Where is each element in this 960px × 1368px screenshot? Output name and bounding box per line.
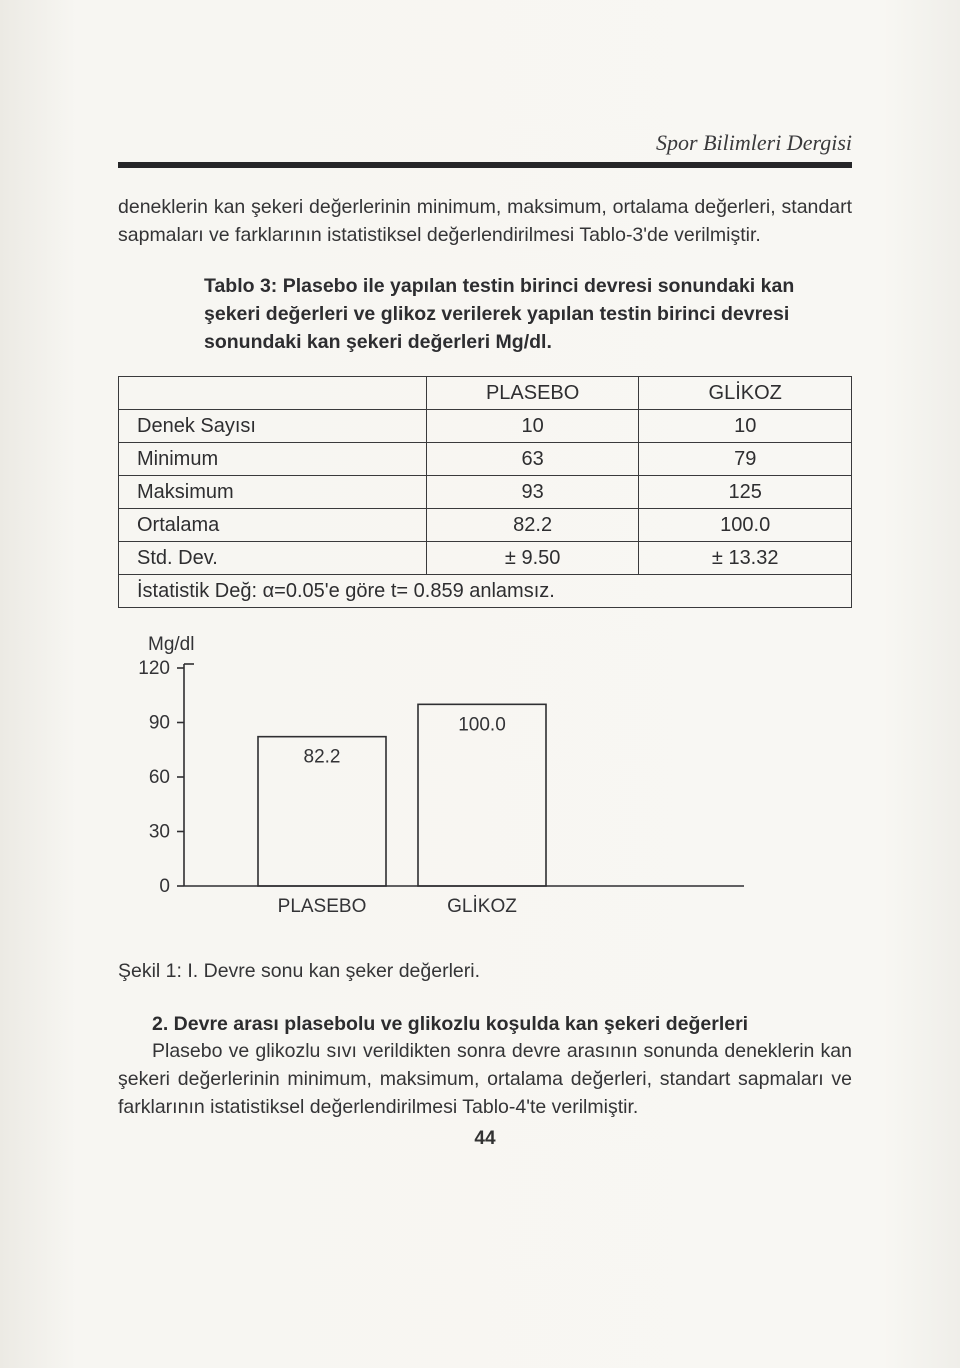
svg-text:30: 30 [149, 822, 170, 843]
intro-paragraph: deneklerin kan şekeri değerlerinin minim… [118, 194, 852, 249]
bar-chart: 0 30 60 90 120 82.2 PLASEBO 100.0 GLİKOZ [118, 658, 798, 930]
section2-body: Plasebo ve glikozlu sıvı verildikten son… [118, 1038, 852, 1121]
table-header-row: PLASEBO GLİKOZ [119, 377, 852, 410]
table-row: Maksimum 93 125 [119, 476, 852, 509]
cell: ± 13.32 [639, 542, 852, 575]
svg-text:60: 60 [149, 767, 170, 788]
row-label: Maksimum [119, 476, 427, 509]
cell: 93 [426, 476, 639, 509]
svg-text:PLASEBO: PLASEBO [278, 896, 367, 917]
row-label: Minimum [119, 443, 427, 476]
row-label: Std. Dev. [119, 542, 427, 575]
cell: 63 [426, 443, 639, 476]
svg-text:GLİKOZ: GLİKOZ [447, 896, 517, 917]
cell: 125 [639, 476, 852, 509]
table-header-glikoz: GLİKOZ [639, 377, 852, 410]
header-rule [118, 162, 852, 168]
chart-ylabel: Mg/dl [148, 634, 852, 656]
cell: 100.0 [639, 509, 852, 542]
table3-caption: Tablo 3: Plasebo ile yapılan testin biri… [118, 273, 852, 356]
svg-text:0: 0 [159, 876, 170, 897]
table-row: Std. Dev. ± 9.50 ± 13.32 [119, 542, 852, 575]
table3: PLASEBO GLİKOZ Denek Sayısı 10 10 Minimu… [118, 376, 852, 608]
table-header-blank [119, 377, 427, 410]
table-footnote-row: İstatistik Değ: α=0.05'e göre t= 0.859 a… [119, 575, 852, 608]
cell: 79 [639, 443, 852, 476]
row-label: Ortalama [119, 509, 427, 542]
svg-text:82.2: 82.2 [304, 747, 341, 768]
table-row: Minimum 63 79 [119, 443, 852, 476]
table-header-plasebo: PLASEBO [426, 377, 639, 410]
table-row: Denek Sayısı 10 10 [119, 410, 852, 443]
svg-text:100.0: 100.0 [458, 715, 506, 736]
figure1-caption: Şekil 1: I. Devre sonu kan şeker değerle… [118, 960, 852, 983]
page-number: 44 [118, 1128, 852, 1150]
table-row: Ortalama 82.2 100.0 [119, 509, 852, 542]
page: Spor Bilimleri Dergisi deneklerin kan şe… [0, 0, 960, 1368]
cell: ± 9.50 [426, 542, 639, 575]
svg-text:90: 90 [149, 713, 170, 734]
cell: 10 [639, 410, 852, 443]
journal-title: Spor Bilimleri Dergisi [118, 130, 852, 156]
svg-text:120: 120 [138, 658, 170, 679]
table-footnote: İstatistik Değ: α=0.05'e göre t= 0.859 a… [119, 575, 852, 608]
cell: 82.2 [426, 509, 639, 542]
row-label: Denek Sayısı [119, 410, 427, 443]
cell: 10 [426, 410, 639, 443]
chart-container: Mg/dl 0 30 60 90 120 82.2 PLASEBO 100.0 GLİKOZ [118, 634, 852, 930]
section2-heading: 2. Devre arası plasebolu ve glikozlu koş… [118, 1013, 852, 1036]
